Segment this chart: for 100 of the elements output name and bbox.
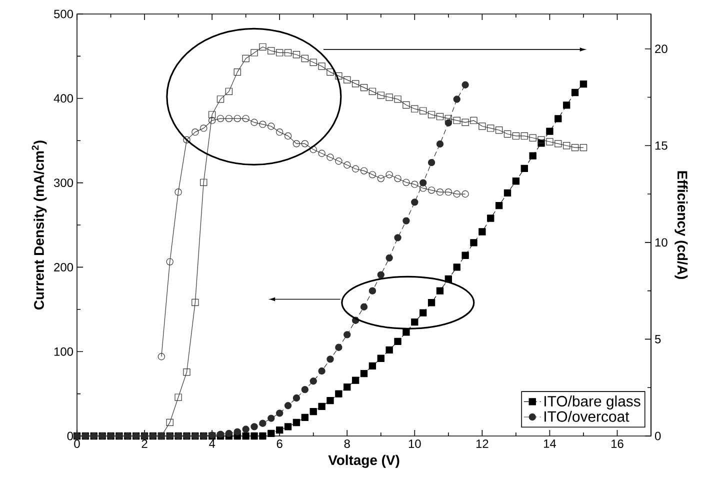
x-tick-label: 2 — [142, 440, 148, 448]
point — [174, 394, 182, 401]
point — [360, 84, 368, 92]
point — [225, 430, 233, 438]
point — [234, 114, 241, 122]
point — [428, 186, 436, 194]
point — [318, 62, 326, 70]
point — [335, 344, 342, 351]
y2-tick-label: 5 — [655, 335, 661, 344]
point — [250, 118, 258, 126]
point — [310, 146, 317, 154]
point — [453, 116, 460, 124]
point — [242, 426, 250, 433]
point — [495, 126, 503, 134]
x-tick-label: 8 — [344, 440, 350, 448]
point — [284, 49, 292, 56]
point — [453, 96, 460, 103]
point — [386, 171, 393, 178]
point — [504, 130, 512, 138]
point — [411, 105, 418, 112]
y-axis-title: Current Density (mA/cm$^{2}$) — [32, 140, 47, 310]
y2-tick-label: 10 — [655, 238, 668, 247]
point — [292, 140, 300, 148]
point — [225, 114, 233, 122]
point — [402, 217, 410, 224]
point — [268, 122, 275, 130]
point — [326, 356, 334, 363]
point — [234, 68, 241, 76]
point — [250, 423, 258, 430]
point — [292, 394, 300, 402]
point — [284, 132, 292, 140]
point — [318, 367, 326, 375]
point — [352, 165, 360, 172]
x-axis-title: Voltage (V) — [328, 454, 400, 468]
y2-tick-label: 20 — [655, 44, 668, 54]
point — [462, 81, 469, 88]
point — [377, 271, 384, 278]
point — [580, 144, 588, 152]
point — [453, 190, 460, 198]
point — [529, 134, 536, 142]
legend-label: ITO/overcoat — [544, 410, 630, 422]
point — [268, 47, 275, 54]
y2-axis-title: Efficiency (cd/A) — [674, 171, 688, 279]
point — [276, 128, 284, 136]
x-tick-label: 16 — [612, 440, 624, 448]
point — [394, 174, 402, 182]
y-tick-label: 200 — [54, 262, 74, 272]
point — [301, 386, 309, 394]
point — [225, 88, 233, 96]
point — [310, 58, 317, 66]
point — [420, 107, 427, 114]
point — [411, 180, 418, 188]
point — [554, 140, 562, 148]
point — [436, 188, 444, 196]
point — [344, 161, 351, 169]
point — [377, 92, 384, 99]
point — [360, 167, 368, 174]
point — [546, 138, 554, 146]
point — [200, 178, 208, 186]
point — [192, 128, 199, 136]
point — [368, 287, 376, 294]
point — [301, 140, 309, 148]
point — [259, 120, 266, 128]
point — [563, 142, 570, 150]
point — [259, 420, 266, 427]
point — [216, 114, 224, 122]
point — [462, 190, 469, 198]
x-tick-label: 0 — [74, 440, 80, 448]
point — [335, 72, 342, 80]
point — [166, 418, 174, 426]
x-tick-label: 10 — [408, 440, 421, 448]
point — [344, 331, 351, 338]
point — [360, 303, 368, 310]
point — [487, 124, 494, 132]
point — [158, 353, 166, 360]
point — [411, 198, 418, 206]
point — [420, 184, 427, 192]
y-tick-label: 100 — [54, 347, 74, 356]
point — [292, 51, 300, 58]
point — [520, 132, 528, 140]
y-tick-label: 300 — [54, 178, 74, 188]
legend-label: ITO/bare glass — [544, 396, 640, 410]
point — [310, 378, 317, 385]
point — [368, 171, 376, 178]
x-tick-label: 14 — [544, 440, 556, 448]
y-tick-label: 500 — [54, 10, 74, 18]
point — [268, 414, 275, 422]
point — [208, 116, 216, 124]
point — [335, 158, 342, 165]
point — [208, 111, 216, 118]
point — [242, 114, 250, 122]
x-tick-label: 6 — [276, 440, 282, 448]
point — [344, 76, 351, 84]
point — [402, 178, 410, 186]
point — [183, 136, 190, 144]
y2-tick-label: 0 — [655, 432, 661, 440]
point — [174, 188, 182, 196]
point — [428, 111, 436, 118]
y-tick-label: 0 — [67, 432, 74, 440]
point — [478, 122, 486, 130]
